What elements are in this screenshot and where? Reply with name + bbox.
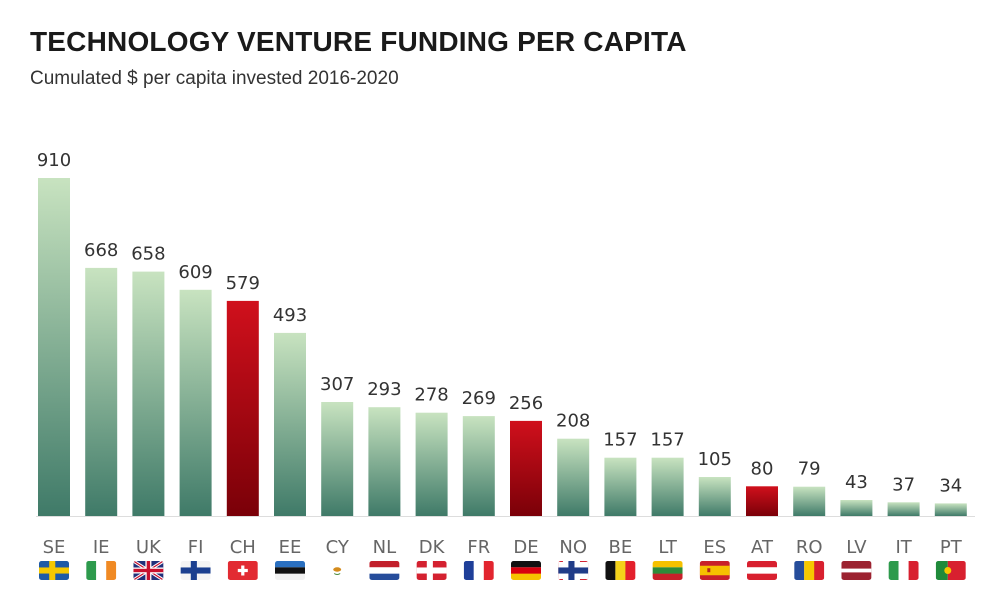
data-label-ro: 79 [798,459,821,480]
flag-portugal-icon [935,561,966,580]
flag-italy-icon [888,561,919,580]
bar-de [510,420,542,516]
tick-label-ee: EE [279,537,302,558]
bar-at [746,486,778,516]
tick-label-lt: LT [658,537,678,558]
chart-title: TECHNOLOGY VENTURE FUNDING PER CAPITA [30,26,687,57]
tick-label-se: SE [43,537,66,558]
data-label-nl: 293 [367,379,401,400]
tick-label-pt: PT [940,537,963,558]
flag-romania-icon [794,561,825,580]
data-label-uk: 658 [131,244,165,265]
data-label-lt: 157 [650,430,684,451]
flag-lithuania-icon [652,561,683,580]
flag-latvia-icon [841,561,872,580]
tick-label-ie: IE [93,537,110,558]
data-label-fr: 269 [462,388,496,409]
bar-fr [462,416,495,516]
data-label-cy: 307 [320,374,354,395]
tick-label-it: IT [895,537,912,558]
data-label-es: 105 [698,449,732,470]
data-label-ch: 579 [226,273,260,294]
bar-ee [274,332,306,516]
tick-label-ro: RO [796,537,823,558]
bar-cy [321,402,354,516]
flag-norway-icon [558,561,589,580]
flag-finland-icon [180,561,211,580]
tick-label-lv: LV [846,537,867,558]
tick-label-de: DE [513,537,538,558]
tick-label-fi: FI [188,537,204,558]
tick-label-be: BE [609,537,633,558]
bar-fi [179,289,212,516]
data-label-dk: 278 [414,385,448,406]
bar-nl [368,407,401,516]
data-label-pt: 34 [939,475,962,496]
tick-label-at: AT [751,537,774,558]
bar-be [604,457,637,516]
data-label-it: 37 [892,474,915,495]
flag-austria-icon [747,561,777,580]
bar-pt [934,503,967,516]
data-label-de: 256 [509,393,543,414]
bar-lv [840,500,873,516]
tick-label-es: ES [703,537,726,558]
bar-dk [415,412,448,516]
tick-label-nl: NL [373,537,397,558]
bar-lt [651,457,684,516]
flag-spain-icon [699,561,730,580]
bar-ch [226,300,259,516]
flag-france-icon [463,561,494,580]
flag-netherlands-icon [369,561,400,580]
data-label-be: 157 [603,430,637,451]
data-label-no: 208 [556,411,590,432]
bar-it [887,502,920,516]
data-label-fi: 609 [178,262,212,283]
tick-label-fr: FR [467,537,490,558]
flag-uk-icon [133,561,164,580]
bar-se [38,178,70,516]
flag-estonia-icon [275,561,305,580]
tick-label-dk: DK [419,537,446,558]
bar-es [698,477,731,516]
data-label-se: 910 [37,150,71,171]
bar-ie [85,267,118,516]
bar-ro [793,486,826,516]
flag-sweden-icon [39,561,69,580]
bar-no [557,438,590,516]
tick-label-ch: CH [230,537,256,558]
flag-denmark-icon [416,561,447,580]
tick-label-cy: CY [326,537,350,558]
data-label-ie: 668 [84,240,118,261]
flag-switzerland-icon [227,561,258,580]
data-label-lv: 43 [845,472,868,493]
data-label-at: 80 [751,458,774,479]
flag-ireland-icon [86,561,117,580]
tick-label-no: NO [559,537,587,558]
data-label-ee: 493 [273,305,307,326]
flag-cyprus-icon [322,561,353,580]
tick-label-uk: UK [136,537,162,558]
chart-subtitle: Cumulated $ per capita invested 2016-202… [30,68,399,89]
bar-uk [132,271,165,516]
flag-belgium-icon [605,561,636,580]
flag-germany-icon [511,561,541,580]
